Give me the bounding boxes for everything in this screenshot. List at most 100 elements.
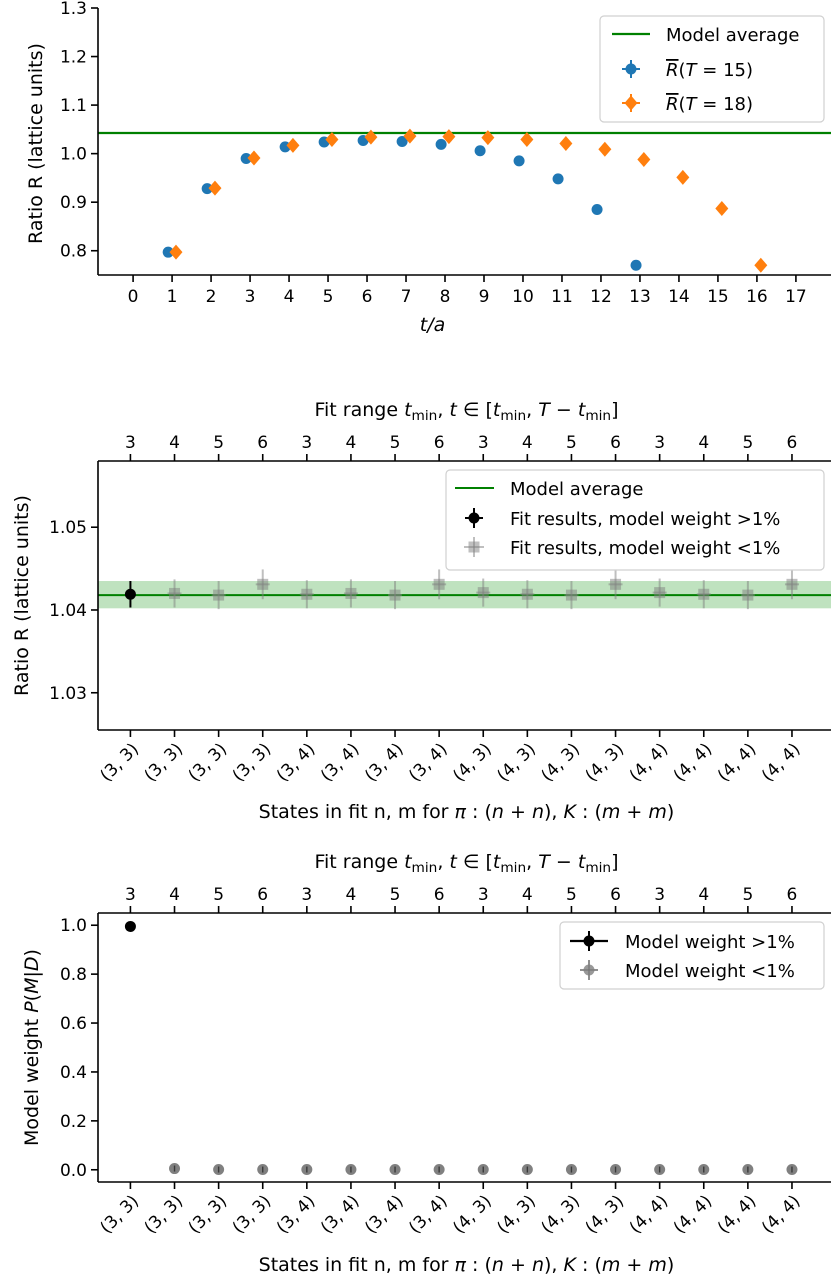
x-tick-label: (3, 3) xyxy=(229,739,275,785)
y-tick-label: 1.0 xyxy=(60,145,87,165)
data-point-T18 xyxy=(598,141,612,157)
x-tick-label: (3, 4) xyxy=(317,1191,363,1237)
y-tick-label: 1.0 xyxy=(60,916,87,936)
x-tick-label: 1 xyxy=(167,287,178,307)
x-tick-label: 0 xyxy=(128,287,139,307)
x-tick-label: 4 xyxy=(284,287,295,307)
fit-result-point-low xyxy=(257,578,269,590)
x-tick-label: (3, 4) xyxy=(405,739,451,785)
top-tick-label: 3 xyxy=(301,885,312,905)
data-point-T18 xyxy=(208,180,222,196)
top-tick-label: 3 xyxy=(654,885,665,905)
top-tick-label: 6 xyxy=(787,433,798,453)
legend-series-label: R(T = 15) xyxy=(666,60,753,81)
legend-box xyxy=(445,469,825,571)
legend-low-label: Fit results, model weight <1% xyxy=(510,538,780,559)
top-tick-label: 4 xyxy=(698,885,709,905)
fit-result-point-low xyxy=(213,589,225,601)
x-tick-label: (3, 3) xyxy=(185,739,231,785)
x-tick-label: 3 xyxy=(245,287,256,307)
data-point-T18 xyxy=(637,151,651,167)
top-tick-label: 3 xyxy=(125,885,136,905)
x-tick-label: (4, 4) xyxy=(626,739,672,785)
top-tick-label: 5 xyxy=(566,433,577,453)
x-tick-label: (4, 3) xyxy=(582,1191,628,1237)
x-tick-label: (4, 4) xyxy=(670,739,716,785)
x-tick-label: (3, 4) xyxy=(361,739,407,785)
legend-model-average-label: Model average xyxy=(510,479,643,500)
x-tick-label: (4, 3) xyxy=(493,739,539,785)
y-tick-label: 0.2 xyxy=(60,1112,87,1132)
legend: Model weight >1% Model weight <1% xyxy=(559,921,825,990)
legend: Model average Fit results, model weight >… xyxy=(445,469,825,571)
x-tick-label: (3, 4) xyxy=(273,739,319,785)
legend-low-marker xyxy=(468,541,480,553)
y-tick-label: 1.2 xyxy=(60,48,87,68)
y-tick-label: 1.1 xyxy=(60,96,87,116)
x-tick-label: 16 xyxy=(746,287,768,307)
legend-marker-T15 xyxy=(625,63,637,75)
legend-low-marker xyxy=(583,964,595,976)
top-tick-label: 5 xyxy=(566,885,577,905)
y-axis-label: Ratio R (lattice units) xyxy=(11,495,33,696)
data-point-T18 xyxy=(715,200,729,216)
ratio-vs-time-panel: 0.80.91.01.11.21.30 1 2 3 4 5 6 7 8 9 10 11 12 13 14 15… xyxy=(25,0,831,336)
top-tick-label: 6 xyxy=(257,885,268,905)
legend-series-label: R(T = 18) xyxy=(666,94,753,115)
data-point-T18 xyxy=(754,257,768,273)
ratio-fit-results-panel: 1.031.041.05(3, 3)(3, 3)(3, 3)(3, 3)(3, … xyxy=(11,399,831,823)
top-axis-label: Fit range tmin​, t ∈ [tmin​, T − tmin​] xyxy=(314,851,618,876)
top-tick-label: 3 xyxy=(478,433,489,453)
x-axis-label: States in fit n, m for π : (n + n), K : … xyxy=(259,801,675,823)
legend-marker-T18 xyxy=(624,95,638,111)
data-point-T15 xyxy=(435,138,447,150)
data-point-T15 xyxy=(591,203,603,215)
top-tick-label: 4 xyxy=(698,433,709,453)
fit-result-point-low xyxy=(565,589,577,601)
x-tick-label: 10 xyxy=(512,287,534,307)
y-tick-label: 0.8 xyxy=(60,965,87,985)
x-tick-label: 12 xyxy=(590,287,612,307)
fit-result-point-low xyxy=(610,578,622,590)
data-point-T15 xyxy=(552,173,564,185)
x-tick-label: 14 xyxy=(668,287,690,307)
x-tick-label: 11 xyxy=(551,287,573,307)
data-point-T18 xyxy=(286,137,300,153)
x-tick-label: 15 xyxy=(707,287,729,307)
x-tick-label: (3, 4) xyxy=(273,1191,319,1237)
fit-result-point-low xyxy=(301,588,313,600)
top-tick-label: 5 xyxy=(390,433,401,453)
legend: Model average R(T = 15) R(T = 18) xyxy=(599,15,825,123)
y-tick-label: 0.0 xyxy=(60,1161,87,1181)
legend-model-average-label: Model average xyxy=(666,25,799,46)
data-point-T15 xyxy=(474,145,486,157)
data-point-T18 xyxy=(169,244,183,260)
x-tick-label: (3, 4) xyxy=(361,1191,407,1237)
x-tick-label: (4, 3) xyxy=(538,739,584,785)
x-tick-label: 17 xyxy=(785,287,807,307)
top-tick-label: 5 xyxy=(742,885,753,905)
fit-result-point-low xyxy=(654,587,666,599)
x-tick-label: (4, 4) xyxy=(670,1191,716,1237)
data-point-T15 xyxy=(396,136,408,147)
x-tick-label: 2 xyxy=(206,287,217,307)
top-tick-label: 4 xyxy=(522,433,533,453)
top-tick-label: 4 xyxy=(346,433,357,453)
top-tick-label: 6 xyxy=(434,885,445,905)
fit-result-point-high xyxy=(124,588,136,600)
x-tick-label: 13 xyxy=(629,287,651,307)
fit-result-point-low xyxy=(698,588,710,600)
data-point-T18 xyxy=(676,169,690,185)
top-tick-label: 4 xyxy=(169,885,180,905)
y-tick-label: 1.03 xyxy=(49,684,87,704)
x-tick-label: (3, 3) xyxy=(229,1191,275,1237)
fit-result-point-low xyxy=(786,578,798,590)
x-tick-label: (3, 3) xyxy=(141,1191,187,1237)
fit-result-point-low xyxy=(742,589,754,601)
legend-high-marker xyxy=(468,512,480,524)
legend-high-label: Fit results, model weight >1% xyxy=(510,509,780,530)
top-tick-label: 5 xyxy=(390,885,401,905)
legend-box xyxy=(559,921,825,990)
data-point-T15 xyxy=(630,259,642,271)
